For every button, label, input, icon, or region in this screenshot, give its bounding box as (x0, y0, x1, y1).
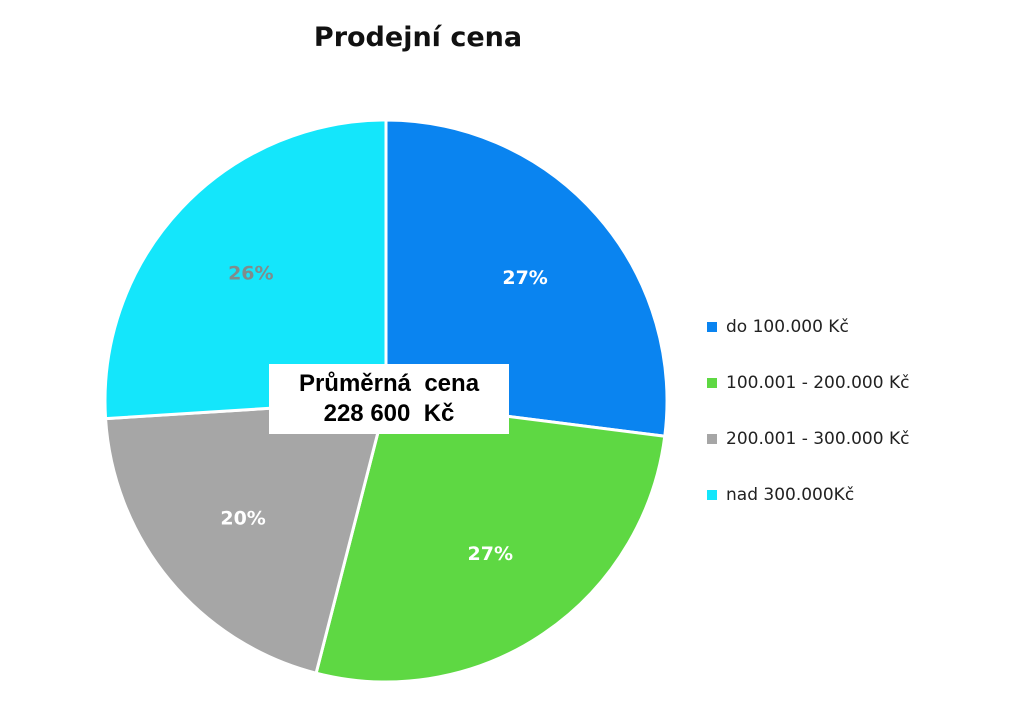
legend-item: 200.001 - 300.000 Kč (707, 425, 1017, 453)
pie-slice (384, 118, 669, 438)
pie-slice-label: 26% (228, 263, 273, 285)
pie-slice (103, 118, 388, 421)
legend-swatch (707, 434, 717, 444)
legend: do 100.000 Kč 100.001 - 200.000 Kč 200.0… (707, 313, 1017, 537)
pie-slice-label: 27% (502, 267, 547, 289)
legend-swatch (707, 378, 717, 388)
chart-title: Prodejní cena (313, 22, 523, 53)
legend-label: 200.001 - 300.000 Kč (726, 429, 910, 449)
pie-slice-labels: 27% 27% 20% 26% (220, 263, 547, 565)
pie-slice (103, 399, 388, 675)
legend-label: 100.001 - 200.000 Kč (726, 373, 910, 393)
pie-slice (314, 399, 667, 684)
average-price-annotation: Průměrná cena 228 600 Kč (269, 364, 509, 434)
legend-item: 100.001 - 200.000 Kč (707, 369, 1017, 397)
average-price-label: Průměrná cena (298, 370, 480, 397)
legend-item: do 100.000 Kč (707, 313, 1017, 341)
pie-slice-label: 20% (220, 508, 265, 530)
legend-label: nad 300.000Kč (726, 485, 855, 505)
legend-swatch (707, 322, 717, 332)
pie-slices (103, 118, 669, 684)
pie-slice-label: 27% (468, 543, 513, 565)
legend-swatch (707, 490, 717, 500)
legend-label: do 100.000 Kč (726, 317, 849, 337)
legend-item: nad 300.000Kč (707, 481, 1017, 509)
average-price-value: 228 600 Kč (323, 400, 455, 427)
